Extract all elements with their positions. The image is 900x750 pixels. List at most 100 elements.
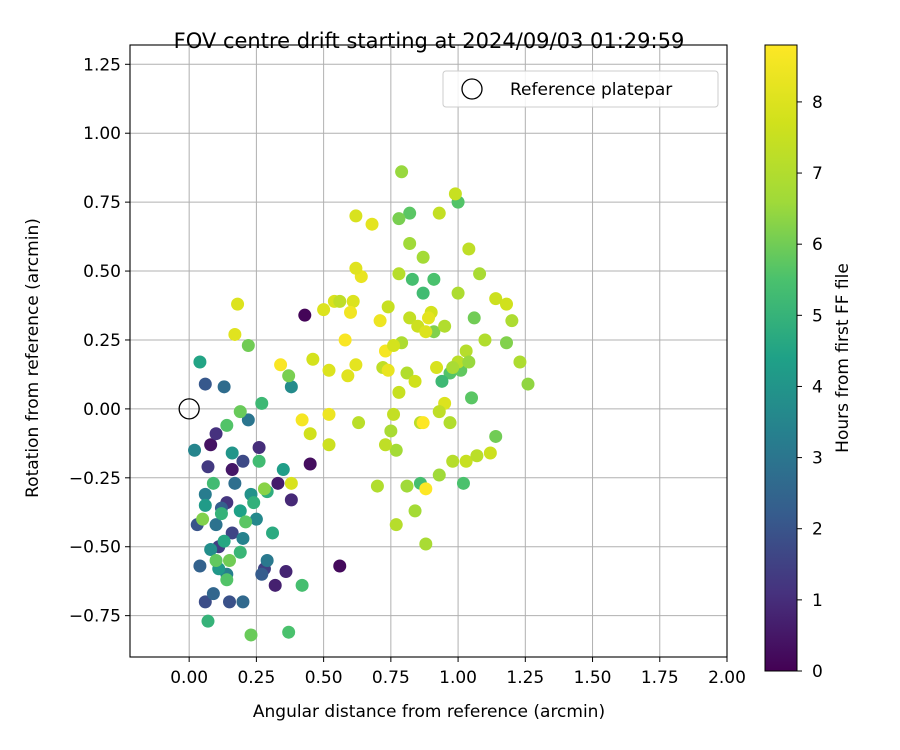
data-point	[478, 333, 492, 347]
legend: Reference platepar	[442, 70, 719, 108]
data-point	[446, 454, 460, 468]
x-tick-label: 0.50	[305, 668, 343, 688]
data-point	[432, 405, 446, 419]
data-point	[249, 512, 263, 526]
data-point	[225, 526, 239, 540]
colorbar-tick-label: 8	[812, 93, 823, 113]
reference-marker	[178, 398, 200, 420]
grid-lines	[130, 45, 728, 657]
data-point	[333, 294, 347, 308]
data-point	[217, 534, 231, 548]
x-tick-label: 1.50	[574, 668, 612, 688]
data-point	[188, 443, 202, 457]
data-point	[521, 377, 535, 391]
legend-box	[442, 70, 719, 108]
data-point	[206, 587, 220, 601]
x-tick-label: 1.25	[506, 668, 544, 688]
data-point	[204, 542, 218, 556]
data-point	[392, 212, 406, 226]
data-point	[395, 165, 409, 179]
data-point	[295, 578, 309, 592]
x-tick-label: 0.25	[237, 668, 275, 688]
data-point	[365, 217, 379, 231]
data-point	[193, 355, 207, 369]
y-tick-label: 1.00	[83, 124, 121, 144]
data-point	[223, 554, 236, 568]
data-point	[341, 369, 355, 383]
data-point	[489, 429, 503, 443]
colorbar-tick-label: 0	[812, 662, 823, 682]
data-point	[416, 250, 430, 264]
data-point	[217, 380, 231, 394]
x-tick-label: 1.00	[439, 668, 477, 688]
data-point	[198, 377, 212, 391]
data-point	[236, 595, 250, 609]
data-point	[303, 457, 317, 471]
data-point	[322, 363, 336, 377]
data-point	[209, 427, 223, 441]
data-point	[255, 567, 269, 581]
data-point	[279, 565, 293, 579]
data-point	[462, 355, 476, 369]
data-point	[389, 518, 403, 532]
data-point	[198, 498, 212, 512]
data-point	[378, 438, 392, 452]
data-point	[483, 446, 497, 460]
data-point	[430, 361, 444, 375]
data-point	[432, 206, 446, 220]
data-point	[204, 438, 218, 452]
data-point	[443, 416, 457, 430]
colorbar-tick-label: 3	[812, 449, 823, 469]
data-point	[489, 292, 503, 306]
colorbar: 0 1 2 3 4 5 6 7 8 Hours from first FF file	[764, 44, 853, 682]
data-point	[228, 476, 242, 490]
y-tick-label: −0.75	[69, 607, 121, 627]
data-point	[392, 267, 406, 281]
data-point	[422, 311, 435, 325]
legend-marker	[461, 78, 483, 100]
data-point	[346, 294, 360, 308]
data-point	[416, 416, 430, 430]
x-axis-label: Angular distance from reference (arcmin)	[253, 702, 605, 722]
data-point	[416, 286, 430, 300]
data-point	[451, 286, 465, 300]
data-point	[233, 504, 247, 518]
data-point	[220, 573, 234, 587]
data-point	[459, 344, 473, 358]
data-point	[284, 476, 298, 490]
data-point	[349, 209, 363, 223]
data-point	[223, 595, 236, 609]
data-point	[427, 272, 441, 286]
data-point	[505, 314, 519, 328]
data-point	[419, 482, 433, 496]
data-point	[282, 369, 296, 383]
data-point	[381, 300, 395, 314]
data-point	[467, 311, 481, 325]
data-point	[446, 361, 460, 375]
data-point	[408, 504, 422, 518]
data-point	[419, 537, 433, 551]
data-point	[284, 380, 298, 394]
y-tick-label: 0.00	[83, 400, 121, 420]
data-point	[231, 297, 245, 311]
data-point	[255, 396, 269, 410]
data-point	[370, 479, 384, 493]
data-point	[344, 305, 358, 319]
data-point	[266, 526, 280, 540]
data-point	[193, 559, 207, 573]
y-tick-label: −0.25	[69, 469, 121, 489]
data-point	[298, 308, 312, 322]
data-point	[257, 482, 271, 496]
data-point	[284, 493, 298, 507]
data-point	[389, 443, 403, 457]
data-point	[459, 454, 473, 468]
data-point	[432, 468, 446, 482]
data-point	[196, 512, 210, 526]
data-point	[384, 424, 398, 438]
data-point	[349, 261, 363, 275]
data-point	[473, 267, 487, 281]
colorbar-tick-label: 2	[812, 520, 823, 540]
colorbar-label: Hours from first FF file	[833, 263, 853, 453]
data-point	[499, 336, 513, 350]
